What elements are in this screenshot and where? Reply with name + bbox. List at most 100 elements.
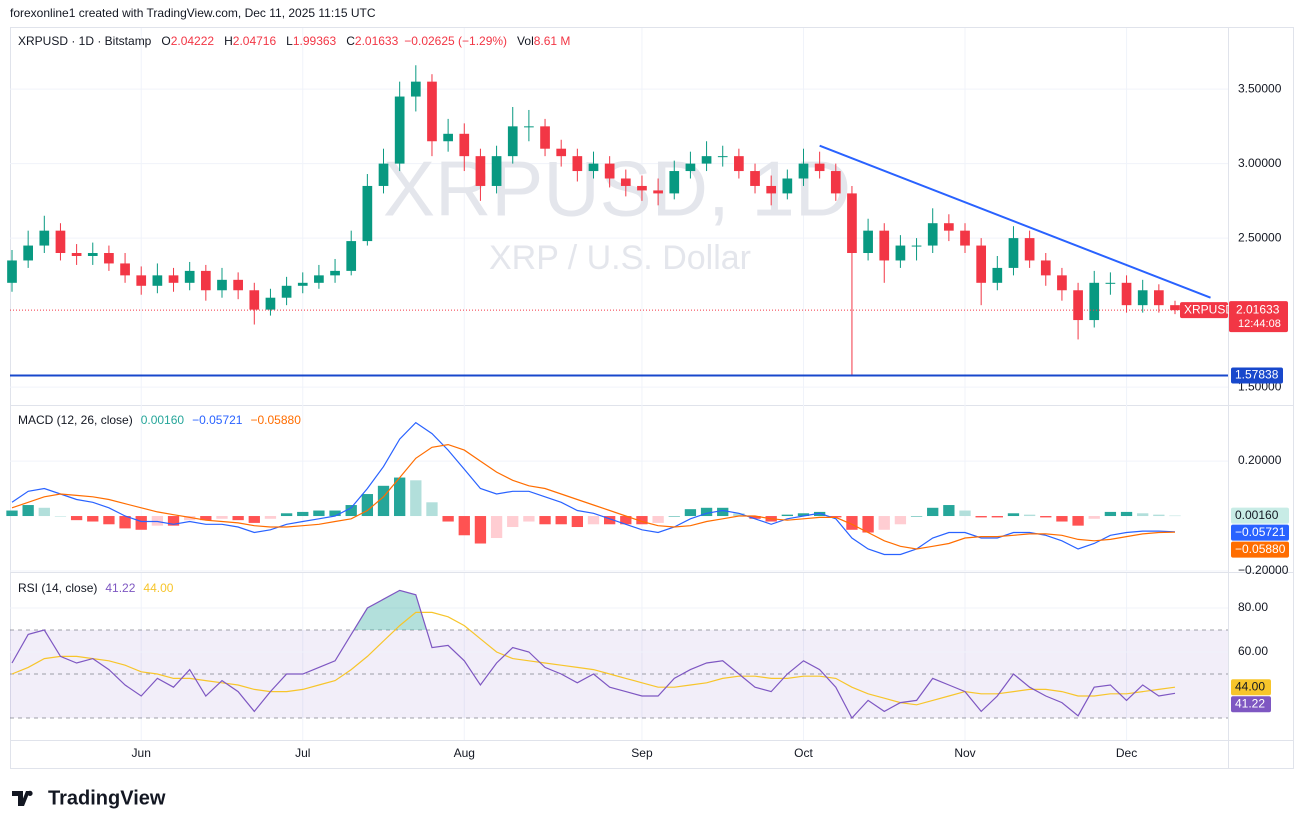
candle-body bbox=[669, 171, 680, 194]
candle-body bbox=[1073, 290, 1083, 321]
candle-body bbox=[960, 230, 970, 246]
symbol-title: XRPUSD · 1D · Bitstamp bbox=[18, 34, 152, 48]
candle-body bbox=[39, 230, 50, 246]
candle-body bbox=[378, 163, 389, 186]
histogram-bar bbox=[167, 516, 180, 526]
histogram-bar bbox=[361, 494, 374, 517]
candle-body bbox=[992, 267, 1003, 283]
histogram-bar bbox=[119, 516, 131, 529]
axis-value-label: 41.22 bbox=[1235, 696, 1265, 710]
indicator-line bbox=[11, 589, 1176, 720]
histogram-bar bbox=[927, 507, 939, 517]
histogram-bar bbox=[394, 477, 406, 517]
indicator-line bbox=[11, 443, 1176, 550]
candle-body bbox=[976, 245, 987, 283]
histogram-bar bbox=[410, 480, 422, 517]
histogram-bar bbox=[377, 485, 390, 517]
histogram-bar bbox=[910, 516, 923, 517]
candle-body bbox=[346, 241, 357, 271]
histogram-bar bbox=[684, 509, 697, 517]
legend-key: C bbox=[346, 34, 355, 48]
candle-body bbox=[217, 279, 227, 291]
candle-body bbox=[572, 156, 583, 172]
legend-value: 0.00160 bbox=[141, 413, 185, 427]
candle-body bbox=[104, 253, 114, 264]
overbought-fill bbox=[353, 590, 427, 630]
histogram-bar bbox=[620, 516, 632, 525]
x-tick-label: Jun bbox=[132, 746, 151, 760]
attribution: forexonline1 created with TradingView.co… bbox=[10, 6, 376, 20]
histogram-bar bbox=[862, 516, 874, 533]
candle-body bbox=[507, 126, 518, 157]
histogram-bar bbox=[280, 513, 293, 517]
axis-value-label: 44.00 bbox=[1235, 679, 1265, 693]
trendline bbox=[819, 144, 1211, 299]
histogram-bar bbox=[943, 505, 955, 517]
x-tick-label: Sep bbox=[631, 746, 653, 760]
candle-body bbox=[297, 282, 308, 286]
candle-body bbox=[879, 230, 890, 261]
candle-body bbox=[927, 223, 938, 246]
level-label: 1.57838 bbox=[1235, 368, 1279, 382]
histogram-bar bbox=[248, 516, 260, 523]
histogram-bar bbox=[184, 516, 196, 521]
histogram-bar bbox=[571, 516, 584, 528]
histogram-bar bbox=[490, 516, 503, 539]
candle-body bbox=[766, 185, 777, 194]
candle-body bbox=[895, 245, 906, 261]
histogram-bar bbox=[474, 516, 487, 544]
histogram-bar bbox=[297, 511, 309, 517]
candle-body bbox=[23, 245, 33, 261]
candle-body bbox=[7, 260, 17, 283]
candle-body bbox=[249, 290, 260, 310]
histogram-bar bbox=[232, 516, 244, 521]
histogram-bar bbox=[781, 514, 793, 517]
candle-body bbox=[184, 270, 195, 283]
candle-body bbox=[152, 275, 163, 286]
legend-key: H bbox=[224, 34, 233, 48]
brand-logo bbox=[12, 790, 33, 806]
brand: TradingView bbox=[48, 787, 166, 809]
candle-body bbox=[1089, 282, 1100, 321]
histogram-bar bbox=[1120, 511, 1133, 517]
x-tick-label: Nov bbox=[954, 746, 975, 760]
y-tick-label: 80.00 bbox=[1238, 600, 1268, 614]
histogram-bar bbox=[749, 516, 761, 519]
candle-body bbox=[168, 275, 179, 283]
histogram-bar bbox=[813, 511, 826, 517]
candle-body bbox=[136, 275, 147, 286]
histogram-bar bbox=[38, 507, 50, 517]
y-tick-label: −0.20000 bbox=[1238, 563, 1289, 577]
histogram-bar bbox=[894, 516, 907, 525]
candle-body bbox=[410, 81, 421, 97]
histogram-bar bbox=[329, 510, 341, 517]
histogram-bar bbox=[264, 516, 277, 519]
candle-body bbox=[120, 263, 130, 276]
histogram-bar bbox=[587, 516, 600, 525]
histogram-bar bbox=[1088, 516, 1100, 519]
histogram-bar bbox=[426, 502, 438, 517]
legend: MACD (12, 26, close) 0.00160 −0.05721 −0.05… bbox=[18, 413, 301, 427]
axis-value-label: −0.05721 bbox=[1235, 525, 1286, 539]
indicator-line bbox=[11, 421, 1176, 556]
histogram-bar bbox=[539, 516, 551, 525]
histogram-bar bbox=[878, 516, 890, 530]
symbol-tag: XRPUSD bbox=[1184, 302, 1234, 316]
histogram-bar bbox=[636, 516, 648, 525]
logo-mark bbox=[12, 790, 33, 806]
candle-body bbox=[233, 279, 243, 291]
candle-body bbox=[1105, 282, 1116, 284]
axis-value-label-bg bbox=[1231, 507, 1289, 524]
candle-body bbox=[265, 297, 276, 310]
candle-body bbox=[556, 148, 567, 157]
histogram-bar bbox=[959, 510, 971, 517]
legend-value: 41.22 bbox=[105, 581, 135, 595]
candle-body bbox=[524, 126, 534, 128]
histogram-bar bbox=[54, 516, 67, 517]
legend: XRPUSD · 1D · Bitstamp O2.04222 H2.04716 L1… bbox=[18, 34, 570, 48]
histogram-bar bbox=[603, 516, 616, 525]
candle-body bbox=[1008, 238, 1019, 268]
candle-body bbox=[701, 156, 712, 164]
axis-value-label-bg bbox=[1231, 696, 1271, 713]
